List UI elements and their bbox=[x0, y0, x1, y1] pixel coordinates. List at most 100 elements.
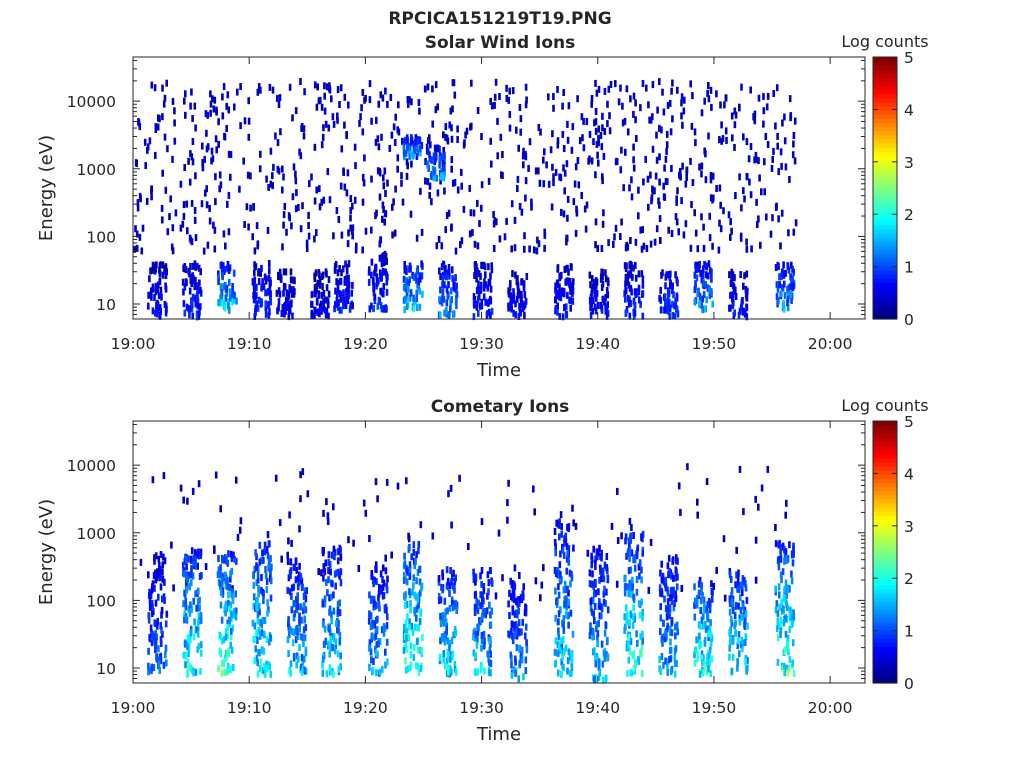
heatmap-cell bbox=[520, 656, 524, 664]
heatmap-cell bbox=[406, 136, 409, 144]
heatmap-cell bbox=[282, 211, 286, 219]
colorbar-segment bbox=[873, 200, 897, 205]
heatmap-cell bbox=[664, 155, 668, 163]
heatmap-cell bbox=[469, 209, 473, 217]
heatmap-cell bbox=[588, 130, 592, 138]
heatmap-cell bbox=[686, 463, 689, 471]
heatmap-cell bbox=[415, 144, 419, 152]
heatmap-cell bbox=[220, 580, 224, 588]
heatmap-cell bbox=[182, 265, 186, 273]
heatmap-cell bbox=[228, 616, 231, 624]
heatmap-cell bbox=[253, 565, 257, 573]
heatmap-cell bbox=[777, 563, 781, 571]
heatmap-cell bbox=[666, 661, 669, 669]
heatmap-cell bbox=[523, 311, 526, 319]
heatmap-cell bbox=[184, 603, 188, 611]
heatmap-cell bbox=[419, 149, 422, 157]
colorbar-segment bbox=[873, 126, 897, 132]
heatmap-cell bbox=[589, 311, 593, 319]
heatmap-cell bbox=[675, 568, 678, 576]
heatmap-cell bbox=[338, 544, 342, 552]
heatmap-cell bbox=[791, 620, 794, 627]
heatmap-cell bbox=[185, 556, 188, 563]
heatmap-cell bbox=[220, 669, 223, 677]
heatmap-cell bbox=[351, 302, 354, 310]
heatmap-cell bbox=[596, 640, 599, 648]
heatmap-cell bbox=[450, 637, 454, 645]
heatmap-cell bbox=[671, 312, 675, 319]
heatmap-cell bbox=[566, 657, 570, 665]
heatmap-cell bbox=[443, 638, 447, 646]
heatmap-cell bbox=[554, 549, 557, 557]
heatmap-cell bbox=[258, 608, 261, 616]
heatmap-cell bbox=[794, 219, 798, 227]
heatmap-cell bbox=[426, 178, 430, 186]
heatmap-cell bbox=[318, 203, 322, 211]
heatmap-cell bbox=[227, 150, 231, 158]
heatmap-cell bbox=[709, 272, 713, 280]
heatmap-cell bbox=[635, 588, 639, 596]
heatmap-cell bbox=[703, 260, 706, 268]
heatmap-cell bbox=[660, 560, 663, 568]
heatmap-cell bbox=[699, 597, 703, 605]
heatmap-cell bbox=[374, 478, 378, 486]
heatmap-cell bbox=[190, 579, 193, 587]
heatmap-cell bbox=[261, 278, 264, 286]
heatmap-cell bbox=[227, 550, 230, 558]
heatmap-cell bbox=[631, 583, 634, 591]
heatmap-cell bbox=[637, 600, 641, 608]
heatmap-cell bbox=[676, 310, 680, 318]
heatmap-cell bbox=[632, 664, 636, 672]
heatmap-cell bbox=[508, 612, 511, 619]
heatmap-cell bbox=[564, 600, 568, 608]
heatmap-cell bbox=[226, 619, 229, 627]
heatmap-cell bbox=[774, 540, 778, 548]
heatmap-cell bbox=[608, 112, 611, 120]
heatmap-cell bbox=[436, 189, 440, 197]
heatmap-cell bbox=[324, 559, 327, 567]
heatmap-cell bbox=[693, 597, 697, 605]
heatmap-cell bbox=[410, 622, 413, 630]
heatmap-cell bbox=[217, 555, 220, 562]
heatmap-cell bbox=[253, 269, 256, 277]
heatmap-cell bbox=[338, 290, 342, 298]
heatmap-cell bbox=[597, 602, 601, 610]
heatmap-cell bbox=[199, 286, 202, 294]
heatmap-cell bbox=[602, 298, 606, 306]
heatmap-cell bbox=[474, 630, 478, 638]
heatmap-cell bbox=[334, 647, 337, 655]
heatmap-cell bbox=[293, 564, 296, 571]
heatmap-cell bbox=[189, 629, 193, 637]
heatmap-cell bbox=[158, 270, 162, 278]
heatmap-cell bbox=[415, 638, 419, 646]
heatmap-cell bbox=[217, 299, 220, 307]
heatmap-cell bbox=[227, 265, 231, 273]
heatmap-cell bbox=[788, 585, 791, 593]
heatmap-cell bbox=[480, 661, 483, 669]
heatmap-cell bbox=[785, 499, 788, 507]
heatmap-cell bbox=[336, 86, 340, 94]
heatmap-cell bbox=[345, 288, 348, 296]
heatmap-cell bbox=[158, 266, 161, 274]
heatmap-cell bbox=[786, 586, 790, 594]
heatmap-cell bbox=[133, 245, 137, 253]
heatmap-cell bbox=[339, 568, 343, 576]
heatmap-cell bbox=[484, 281, 488, 289]
heatmap-cell bbox=[294, 557, 298, 565]
heatmap-cell bbox=[604, 675, 608, 683]
colorbar-segment bbox=[873, 93, 897, 99]
heatmap-cell bbox=[749, 86, 752, 94]
heatmap-cell bbox=[689, 80, 692, 88]
heatmap-cell bbox=[780, 284, 784, 291]
heatmap-cell bbox=[561, 636, 565, 644]
heatmap-cell bbox=[307, 232, 311, 240]
colorbar-segment bbox=[873, 224, 897, 230]
heatmap-cell bbox=[774, 264, 778, 271]
heatmap-cell bbox=[477, 280, 480, 288]
heatmap-cell bbox=[558, 272, 561, 280]
heatmap-cell bbox=[372, 278, 375, 286]
heatmap-cell bbox=[591, 628, 595, 636]
heatmap-cell bbox=[161, 84, 164, 92]
heatmap-cell bbox=[700, 616, 704, 624]
